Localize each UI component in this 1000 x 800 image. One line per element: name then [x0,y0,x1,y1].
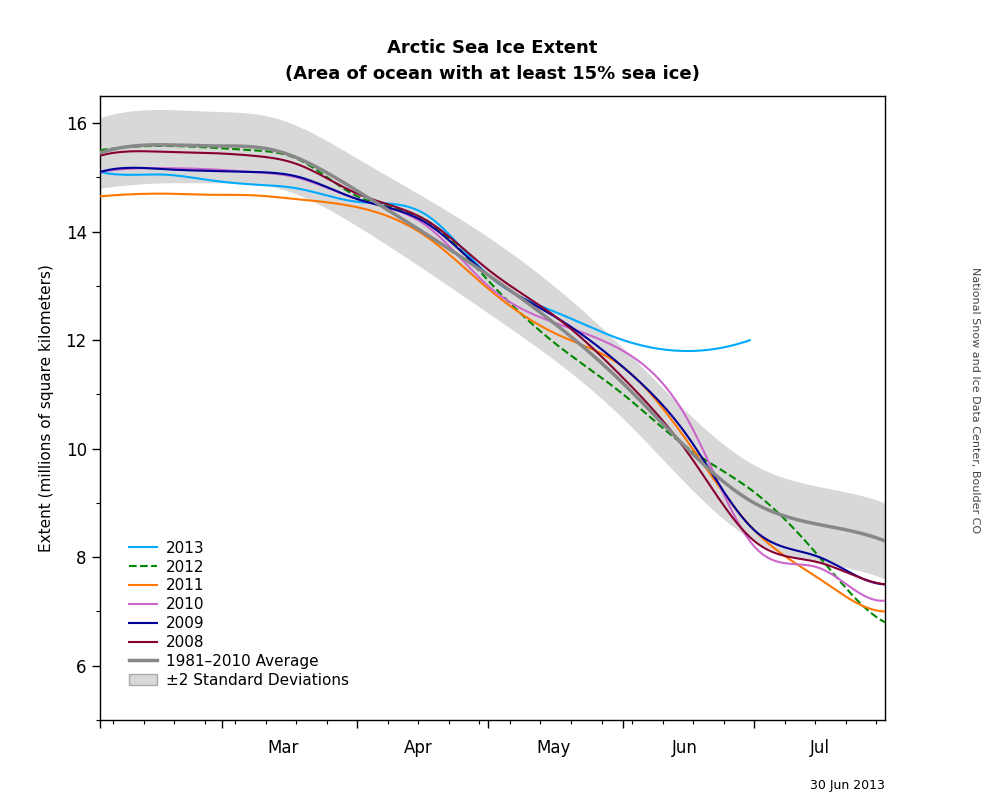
Text: Jun: Jun [671,739,697,757]
Title: Arctic Sea Ice Extent
(Area of ocean with at least 15% sea ice): Arctic Sea Ice Extent (Area of ocean wit… [285,39,700,83]
Legend: 2013, 2012, 2011, 2010, 2009, 2008, 1981–2010 Average, ±2 Standard Deviations: 2013, 2012, 2011, 2010, 2009, 2008, 1981… [123,534,355,694]
Text: May: May [536,739,571,757]
Text: Jul: Jul [810,739,830,757]
Y-axis label: Extent (millions of square kilometers): Extent (millions of square kilometers) [39,264,54,552]
Text: Apr: Apr [404,739,433,757]
Text: National Snow and Ice Data Center, Boulder CO: National Snow and Ice Data Center, Bould… [970,267,980,533]
Text: Mar: Mar [267,739,299,757]
Text: 30 Jun 2013: 30 Jun 2013 [810,779,885,792]
